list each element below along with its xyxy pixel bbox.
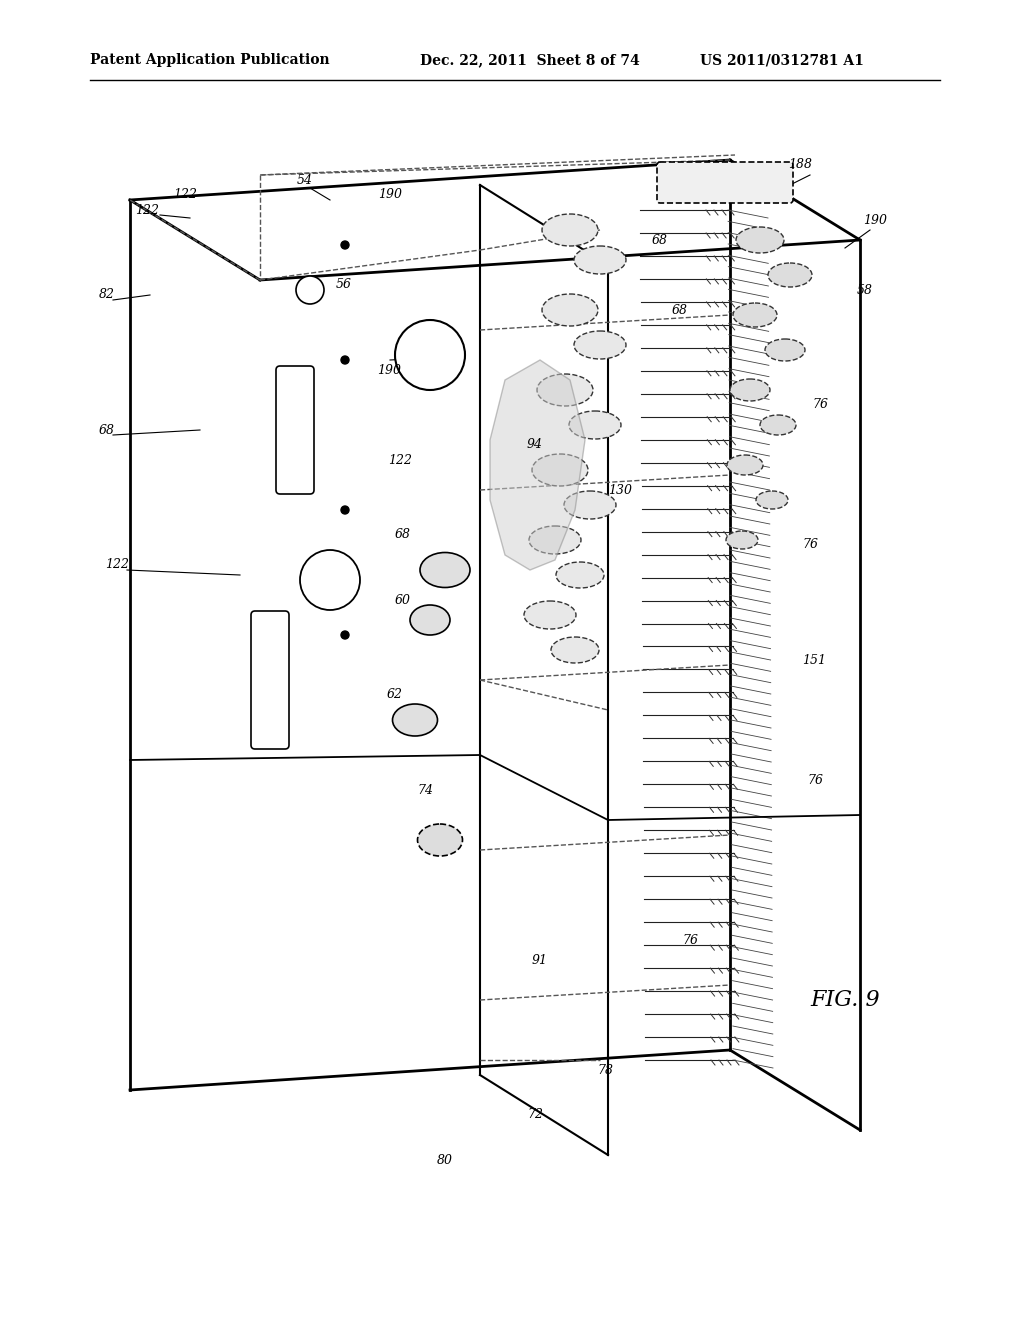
Circle shape <box>341 506 349 513</box>
Ellipse shape <box>736 227 784 253</box>
Text: 76: 76 <box>802 539 818 552</box>
Text: 68: 68 <box>99 424 115 437</box>
Text: 76: 76 <box>812 399 828 412</box>
Ellipse shape <box>418 824 463 855</box>
Text: 74: 74 <box>417 784 433 796</box>
Ellipse shape <box>756 491 788 510</box>
Text: 122: 122 <box>388 454 412 466</box>
Text: Patent Application Publication: Patent Application Publication <box>90 53 330 67</box>
Circle shape <box>300 550 360 610</box>
Text: 80: 80 <box>437 1154 453 1167</box>
Ellipse shape <box>542 294 598 326</box>
Ellipse shape <box>574 246 626 275</box>
Text: 78: 78 <box>597 1064 613 1077</box>
Ellipse shape <box>420 553 470 587</box>
Text: 151: 151 <box>802 653 826 667</box>
Text: 122: 122 <box>173 189 197 202</box>
Ellipse shape <box>392 704 437 737</box>
Ellipse shape <box>726 531 758 549</box>
Ellipse shape <box>556 562 604 587</box>
Text: US 2011/0312781 A1: US 2011/0312781 A1 <box>700 53 864 67</box>
Text: 68: 68 <box>652 234 668 247</box>
Ellipse shape <box>537 374 593 407</box>
PathPatch shape <box>490 360 585 570</box>
Ellipse shape <box>529 525 581 554</box>
Text: 76: 76 <box>682 933 698 946</box>
Text: 56: 56 <box>336 279 352 292</box>
Circle shape <box>341 242 349 249</box>
Circle shape <box>341 631 349 639</box>
Circle shape <box>395 319 465 389</box>
Text: 68: 68 <box>395 528 411 541</box>
Text: 68: 68 <box>672 304 688 317</box>
Text: 190: 190 <box>377 363 401 376</box>
Text: 60: 60 <box>395 594 411 606</box>
Text: 76: 76 <box>807 774 823 787</box>
Ellipse shape <box>574 331 626 359</box>
Text: 190: 190 <box>863 214 887 227</box>
Ellipse shape <box>733 304 777 327</box>
Circle shape <box>296 276 324 304</box>
FancyBboxPatch shape <box>251 611 289 748</box>
Text: 122: 122 <box>135 203 159 216</box>
Text: 188: 188 <box>788 158 812 172</box>
Text: 122: 122 <box>105 558 129 572</box>
Text: 190: 190 <box>378 189 402 202</box>
Text: FIG. 9: FIG. 9 <box>810 989 880 1011</box>
Text: 72: 72 <box>527 1109 543 1122</box>
Text: 54: 54 <box>297 173 313 186</box>
Ellipse shape <box>551 638 599 663</box>
Text: 94: 94 <box>527 438 543 451</box>
Ellipse shape <box>727 455 763 475</box>
Text: 62: 62 <box>387 689 403 701</box>
Ellipse shape <box>765 339 805 360</box>
Text: 91: 91 <box>532 953 548 966</box>
Ellipse shape <box>532 454 588 486</box>
Ellipse shape <box>564 491 616 519</box>
Text: Dec. 22, 2011  Sheet 8 of 74: Dec. 22, 2011 Sheet 8 of 74 <box>420 53 640 67</box>
Circle shape <box>341 356 349 364</box>
FancyBboxPatch shape <box>657 162 793 203</box>
Text: 82: 82 <box>99 289 115 301</box>
Ellipse shape <box>768 263 812 286</box>
Ellipse shape <box>524 601 575 630</box>
Text: 130: 130 <box>608 483 632 496</box>
FancyBboxPatch shape <box>276 366 314 494</box>
Ellipse shape <box>760 414 796 436</box>
Ellipse shape <box>730 379 770 401</box>
Text: 58: 58 <box>857 284 873 297</box>
Ellipse shape <box>542 214 598 246</box>
Ellipse shape <box>410 605 450 635</box>
Ellipse shape <box>569 411 621 440</box>
